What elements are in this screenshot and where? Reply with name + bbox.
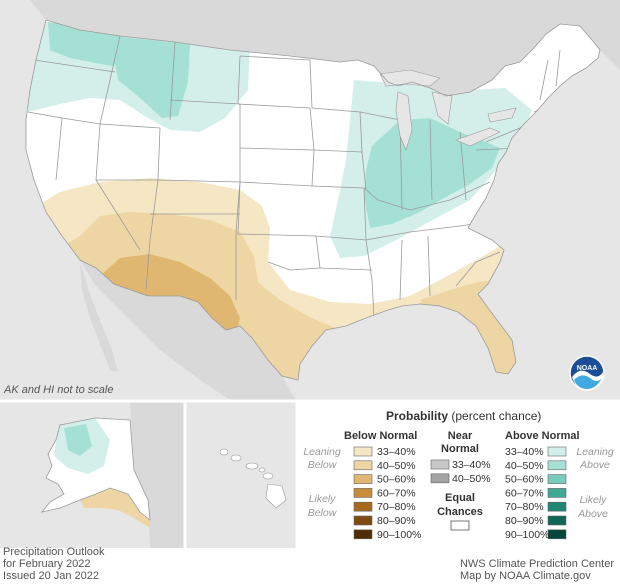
legend-above-swatch (547, 474, 567, 484)
above-40-50-montana (110, 36, 190, 118)
legend-above-swatch (547, 446, 567, 457)
legend-above-label: 90–100% (505, 529, 549, 541)
legend-leaning-below-line1: Leaning (303, 446, 341, 458)
hawaii-inset (186, 400, 296, 548)
legend-above-rows: 33–40% 40–50% 50–60%60–70% 70–80% 80–90% 90–1… (505, 446, 567, 541)
legend-near-label: 33–40% (452, 459, 491, 471)
legend-near-header-line1: Near (448, 430, 473, 442)
scale-note: AK and HI not to scale (4, 384, 114, 396)
legend-above-label: 40–50% (505, 460, 544, 472)
legend-equal-chances-line1: Equal (445, 492, 475, 504)
baja-peninsula (80, 262, 118, 372)
legend-below-label: 90–100% (377, 529, 421, 541)
legend-above-label: 33–40% (505, 446, 544, 458)
legend-above-label: 70–80% (505, 501, 544, 513)
legend-equal-chances-swatch (450, 520, 470, 531)
canada-land (0, 0, 620, 96)
legend-above-swatch (547, 515, 567, 526)
great-lakes (379, 69, 517, 151)
inset-dividers (0, 399, 620, 548)
legend-near-swatch (430, 473, 450, 484)
legend-below-label: 50–60% (377, 474, 416, 486)
above-40-50-ohio-valley (364, 118, 500, 228)
legend-equal-chances-line2: Chances (437, 506, 483, 518)
footer-right: NWS Climate Prediction Center Map by NOA… (460, 558, 614, 582)
legend-likely-below-line1: Likely (309, 493, 337, 505)
legend-leaning-above-line1: Leaning (576, 446, 614, 458)
footer-right-line2: Map by NOAA Climate.gov (459, 570, 591, 582)
legend-near-header-line2: Normal (441, 443, 479, 455)
svg-text:Probability (percent chance): Probability (percent chance) (386, 409, 541, 423)
legend-above-label: 60–70% (505, 487, 544, 499)
legend-below-swatch (353, 501, 373, 512)
legend-below-label: 70–80% (377, 501, 416, 513)
legend-below-label: 80–90% (377, 515, 416, 527)
legend-below-swatch (353, 515, 373, 526)
legend-leaning-below-line2: Below (308, 459, 338, 471)
legend-near-label: 40–50% (452, 473, 491, 485)
legend-below-swatch (353, 446, 373, 457)
legend-below-swatch (353, 529, 373, 540)
legend-below-swatch (353, 474, 373, 484)
legend-likely-above-line2: Above (577, 508, 608, 520)
footer-right-line1: NWS Climate Prediction Center (459, 558, 614, 570)
legend-above-swatch (547, 529, 567, 540)
noaa-logo-text: NOAA (577, 365, 598, 372)
legend-below-label: 33–40% (377, 446, 416, 458)
canada-near-alaska (130, 400, 184, 548)
legend-below-label: 40–50% (377, 460, 416, 472)
footer-band (0, 548, 620, 585)
legend: Probability (percent chance) Below Norma… (303, 409, 614, 541)
legend-subtitle: (percent chance) (451, 409, 541, 423)
legend-below-rows: 33–40% 40–50% 50–60%60–70% 70–80% 80–90% 90–1… (353, 446, 421, 541)
legend-likely-above-line1: Likely (580, 494, 608, 506)
alaska-above-40-50 (64, 424, 92, 456)
legend-below-label: 60–70% (377, 487, 416, 499)
legend-above-label: 80–90% (505, 515, 544, 527)
legend-below-swatch (353, 488, 373, 498)
mexico-land (80, 260, 296, 400)
legend-above-label: 50–60% (505, 474, 544, 486)
legend-near-swatch (430, 459, 450, 470)
legend-near-rows: 33–40% 40–50% (430, 459, 491, 485)
legend-above-swatch (547, 501, 567, 512)
footer-left-line2: for February 2022 (3, 558, 91, 570)
legend-likely-below-line2: Below (308, 507, 338, 519)
footer-left-line1: Precipitation Outlook (3, 546, 105, 558)
legend-above-swatch (547, 488, 567, 498)
footer-left-line3: Issued 20 Jan 2022 (3, 570, 100, 582)
noaa-logo: NOAA (569, 355, 605, 391)
legend-above-swatch (547, 460, 567, 471)
alaska-below-south (80, 488, 150, 528)
legend-title: Probability (386, 409, 448, 423)
legend-above-header: Above Normal (505, 430, 580, 442)
alaska-inset (0, 400, 184, 548)
legend-leaning-above-line2: Above (579, 459, 610, 471)
legend-below-header: Below Normal (344, 430, 417, 442)
legend-below-swatch (353, 460, 373, 471)
footer-left: Precipitation Outlook for February 2022 … (3, 546, 105, 582)
